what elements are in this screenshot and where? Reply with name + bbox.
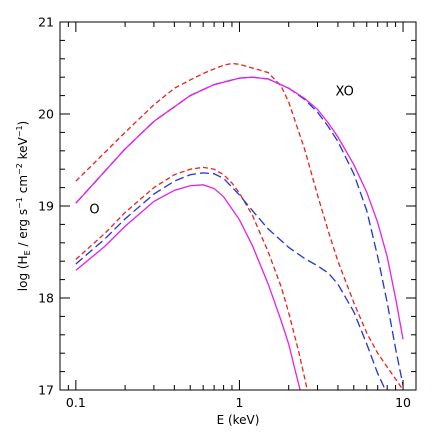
series-line-xo-blue-dashed bbox=[75, 76, 404, 386]
x-tick-label: 10 bbox=[395, 395, 411, 410]
series-line-xo-red-dashed bbox=[75, 62, 404, 390]
y-tick-label: 20 bbox=[38, 107, 54, 122]
curves-group bbox=[75, 62, 404, 390]
x-axis-title: E (keV) bbox=[217, 413, 260, 427]
y-tick-label: 21 bbox=[38, 15, 54, 30]
annotations-group: XO O bbox=[89, 85, 353, 218]
series-line-o-blue-dashed bbox=[75, 172, 386, 390]
curve-label-xo: XO bbox=[336, 85, 354, 100]
series-line-o-red-dashed bbox=[75, 166, 308, 390]
tick-labels-group: 0.1 1 10 17 18 19 20 21 bbox=[38, 15, 411, 411]
x-tick-label: 1 bbox=[235, 395, 243, 410]
y-axis-title: log (HE / erg s−1 cm−2 keV−1) bbox=[15, 121, 32, 291]
y-tick-label: 17 bbox=[38, 383, 54, 398]
ticks-group bbox=[59, 21, 416, 391]
curve-label-o: O bbox=[89, 202, 99, 217]
x-tick-label: 0.1 bbox=[66, 395, 86, 410]
series-line-o-magenta-solid bbox=[75, 184, 301, 390]
y-tick-label: 18 bbox=[38, 291, 54, 306]
y-tick-label: 19 bbox=[38, 199, 54, 214]
series-line-xo-magenta-solid bbox=[75, 76, 404, 340]
